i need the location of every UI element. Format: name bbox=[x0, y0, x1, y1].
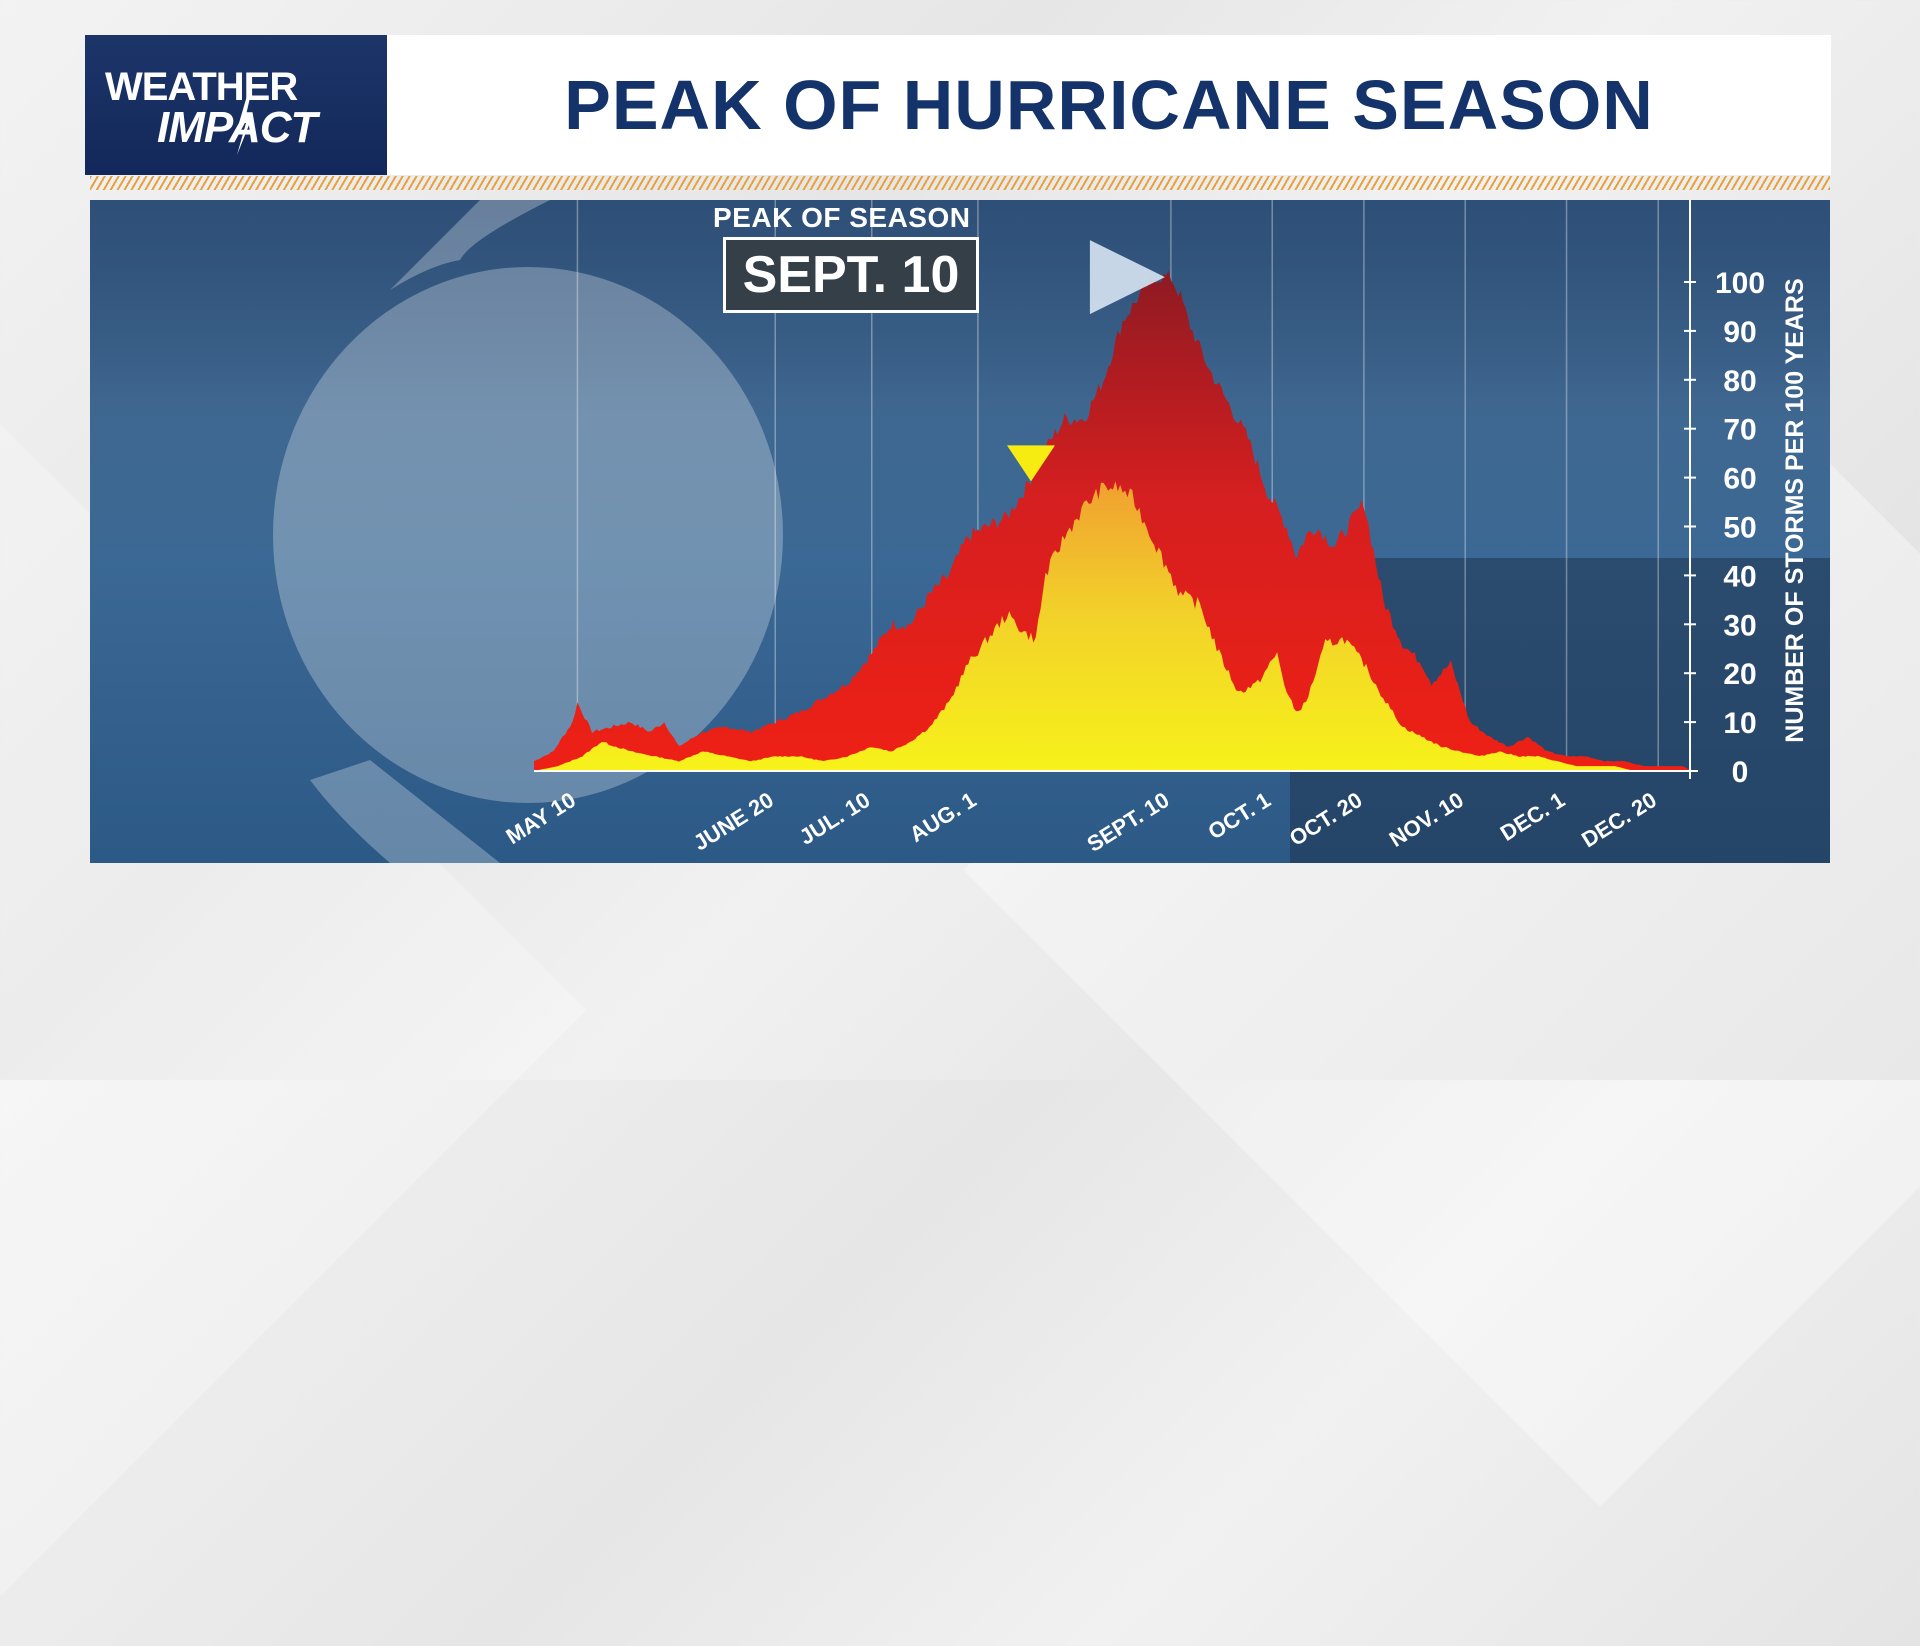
y-tick-label: 90 bbox=[1723, 316, 1756, 349]
decorative-hatch-divider bbox=[90, 176, 1830, 190]
logo-text-weather: WEATHER bbox=[105, 65, 298, 109]
y-tick-label: 20 bbox=[1723, 658, 1756, 691]
peak-of-season-label: PEAK OF SEASON bbox=[713, 202, 971, 233]
series-area-hurricanes bbox=[534, 481, 1692, 771]
y-axis-ticks: 0 10 20 30 40 50 60 70 80 90 100 bbox=[1684, 267, 1765, 789]
y-tick-label: 60 bbox=[1723, 463, 1756, 496]
peak-pointer-arrow bbox=[1089, 240, 1165, 315]
y-tick-label: 80 bbox=[1723, 365, 1756, 398]
y-axis-label: NUMBER OF STORMS PER 100 YEARS bbox=[1781, 278, 1809, 742]
peak-date-box: SEPT. 10 bbox=[723, 237, 979, 313]
y-tick-label: 10 bbox=[1723, 707, 1756, 740]
y-tick-label: 100 bbox=[1715, 267, 1765, 300]
hurricane-symbol-icon bbox=[273, 200, 783, 863]
y-tick-label: 40 bbox=[1723, 560, 1756, 593]
y-tick-label: 50 bbox=[1723, 512, 1756, 545]
logo-text-impact: IMPACT bbox=[157, 103, 317, 152]
y-tick-label: 30 bbox=[1723, 609, 1756, 642]
y-tick-label: 70 bbox=[1723, 414, 1756, 447]
y-tick-label: 0 bbox=[1732, 756, 1749, 789]
lightning-bolt-icon bbox=[237, 89, 253, 155]
page-title: PEAK OF HURRICANE SEASON bbox=[564, 66, 1654, 144]
weather-impact-logo: WEATHER IMPACT bbox=[85, 35, 387, 175]
yellow-marker-triangle bbox=[1006, 445, 1055, 482]
chart-panel: 0 10 20 30 40 50 60 70 80 90 100 MAY 10 JUNE 20 JUL.… bbox=[90, 200, 1830, 863]
